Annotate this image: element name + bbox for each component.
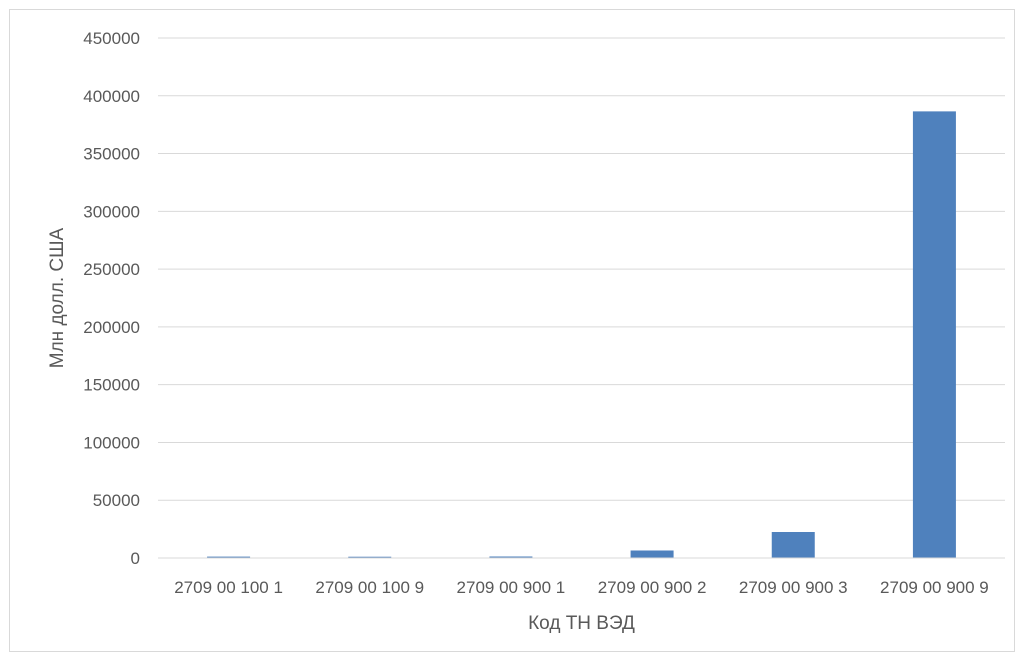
y-tick-label: 0 <box>131 549 140 568</box>
bar <box>207 556 251 559</box>
bar <box>489 556 533 558</box>
bar <box>630 550 674 558</box>
y-axis-ticks: 0 50000 100000 150000 200000 250000 300000 3500… <box>83 29 140 568</box>
bar <box>348 556 392 559</box>
x-tick-label: 2709 00 100 1 <box>174 578 283 597</box>
x-axis-ticks: 2709 00 100 1 2709 00 100 9 2709 00 900 1 2… <box>174 578 989 597</box>
y-tick-label: 200000 <box>83 318 140 337</box>
x-tick-label: 2709 00 900 2 <box>598 578 707 597</box>
gridlines <box>158 37 1005 501</box>
bar <box>912 111 956 558</box>
bars <box>207 111 956 559</box>
x-tick-label: 2709 00 900 9 <box>880 578 989 597</box>
y-tick-label: 450000 <box>83 29 140 48</box>
x-tick-label: 2709 00 900 3 <box>739 578 848 597</box>
y-tick-label: 350000 <box>83 145 140 164</box>
y-axis-title: Млн долл. США <box>47 227 68 368</box>
x-tick-label: 2709 00 100 9 <box>315 578 424 597</box>
x-tick-label: 2709 00 900 1 <box>457 578 566 597</box>
y-tick-label: 250000 <box>83 260 140 279</box>
y-tick-label: 150000 <box>83 376 140 395</box>
y-tick-label: 100000 <box>83 433 140 452</box>
x-axis-title: Код ТН ВЭД <box>528 613 635 634</box>
bar <box>771 532 815 558</box>
chart-frame <box>9 9 1015 652</box>
y-tick-label: 50000 <box>93 491 140 510</box>
y-tick-label: 300000 <box>83 202 140 221</box>
y-tick-label: 400000 <box>83 87 140 106</box>
